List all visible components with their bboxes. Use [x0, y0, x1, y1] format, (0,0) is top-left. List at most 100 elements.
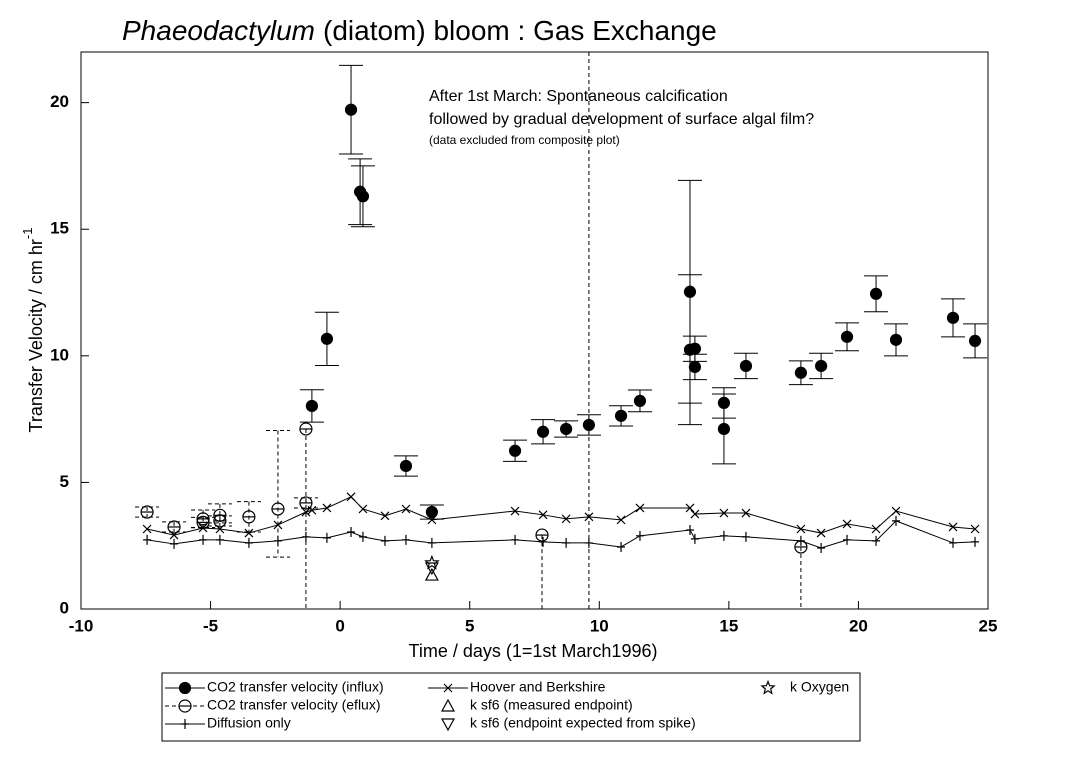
- marker: [358, 531, 367, 542]
- marker: [971, 536, 980, 547]
- marker: [305, 399, 318, 413]
- marker: [685, 503, 695, 513]
- marker: [690, 509, 700, 519]
- y-tick-label: 0: [60, 598, 69, 617]
- chart-title: Phaeodactylum (diatom) bloom : Gas Exchan…: [122, 15, 717, 46]
- marker: [511, 534, 520, 545]
- marker: [322, 532, 331, 543]
- marker: [538, 510, 548, 520]
- title-italic: Phaeodactylum: [122, 15, 315, 46]
- marker: [170, 538, 179, 549]
- x-tick-label: -10: [69, 616, 94, 635]
- marker: [816, 528, 826, 538]
- marker: [560, 422, 573, 436]
- marker: [796, 524, 806, 534]
- marker: [301, 507, 311, 517]
- marker: [322, 503, 332, 513]
- marker: [401, 504, 411, 514]
- marker: [584, 512, 594, 522]
- marker: [215, 534, 224, 545]
- marker: [843, 534, 852, 545]
- legend-item: CO2 transfer velocity (eflux): [165, 697, 381, 713]
- marker: [562, 537, 571, 548]
- marker: [244, 528, 254, 538]
- marker: [840, 330, 854, 343]
- legend-label: k sf6 (endpoint expected from spike): [470, 715, 696, 731]
- marker: [719, 530, 728, 541]
- marker: [717, 422, 731, 436]
- y-tick-label: 20: [50, 92, 69, 111]
- marker: [614, 409, 628, 422]
- error-bar: [293, 497, 318, 509]
- marker: [424, 562, 439, 576]
- legend-label: CO2 transfer velocity (influx): [207, 679, 384, 695]
- marker: [215, 524, 225, 534]
- marker: [380, 535, 389, 546]
- marker: [199, 534, 208, 545]
- marker: [794, 366, 807, 379]
- marker: [198, 523, 208, 533]
- marker: [169, 530, 179, 540]
- marker: [424, 554, 440, 570]
- marker: [399, 459, 413, 473]
- marker: [946, 311, 960, 324]
- marker: [301, 531, 310, 542]
- legend-label: k sf6 (measured endpoint): [470, 697, 633, 713]
- marker: [561, 514, 571, 524]
- legend-label: Hoover and Berkshire: [470, 679, 606, 695]
- error-bar: [162, 521, 187, 533]
- marker: [401, 534, 410, 545]
- marker: [760, 679, 776, 695]
- y-tick-label: 10: [50, 345, 69, 364]
- marker: [273, 535, 282, 546]
- marker: [536, 425, 550, 438]
- marker: [796, 535, 805, 546]
- marker: [741, 531, 750, 542]
- marker: [869, 287, 883, 300]
- marker: [424, 567, 439, 581]
- legend-item: Hoover and Berkshire: [428, 679, 606, 695]
- marker: [320, 332, 334, 345]
- marker: [970, 524, 980, 534]
- y-label-sup: -1: [20, 228, 35, 240]
- legend-item: k sf6 (endpoint expected from spike): [440, 715, 696, 732]
- legend-label: k Oxygen: [790, 679, 849, 695]
- marker: [949, 537, 958, 548]
- marker: [356, 190, 370, 203]
- marker: [510, 506, 520, 516]
- marker: [719, 508, 729, 518]
- marker: [344, 103, 358, 116]
- marker: [584, 537, 593, 548]
- marker: [871, 524, 881, 534]
- x-tick-label: 10: [590, 616, 609, 635]
- legend-box: [161, 672, 861, 742]
- series-line: [147, 520, 976, 549]
- marker: [635, 503, 645, 513]
- x-tick-label: 5: [465, 616, 474, 635]
- marker: [616, 515, 626, 525]
- x-tick-label: 25: [979, 616, 998, 635]
- marker: [142, 524, 152, 534]
- x-tick-label: 0: [335, 616, 344, 635]
- y-tick-label: 15: [50, 219, 69, 238]
- x-axis-label: Time / days (1=1st March1996): [409, 641, 658, 661]
- annotation: followed by gradual development of surfa…: [429, 111, 814, 128]
- x-tick-label: 20: [849, 616, 868, 635]
- marker: [539, 536, 548, 547]
- marker: [633, 394, 647, 407]
- error-bar: [207, 515, 232, 527]
- marker: [427, 515, 437, 525]
- error-bar: [135, 506, 160, 518]
- marker: [273, 520, 283, 530]
- marker: [817, 542, 826, 553]
- marker: [688, 342, 702, 355]
- marker: [685, 525, 694, 536]
- marker: [690, 533, 699, 544]
- x-tick-label: -5: [203, 616, 218, 635]
- marker: [443, 683, 453, 693]
- marker: [688, 360, 702, 374]
- marker: [178, 681, 192, 695]
- marker: [892, 515, 901, 526]
- y-axis-label: Transfer Velocity / cm hr-1: [20, 228, 45, 433]
